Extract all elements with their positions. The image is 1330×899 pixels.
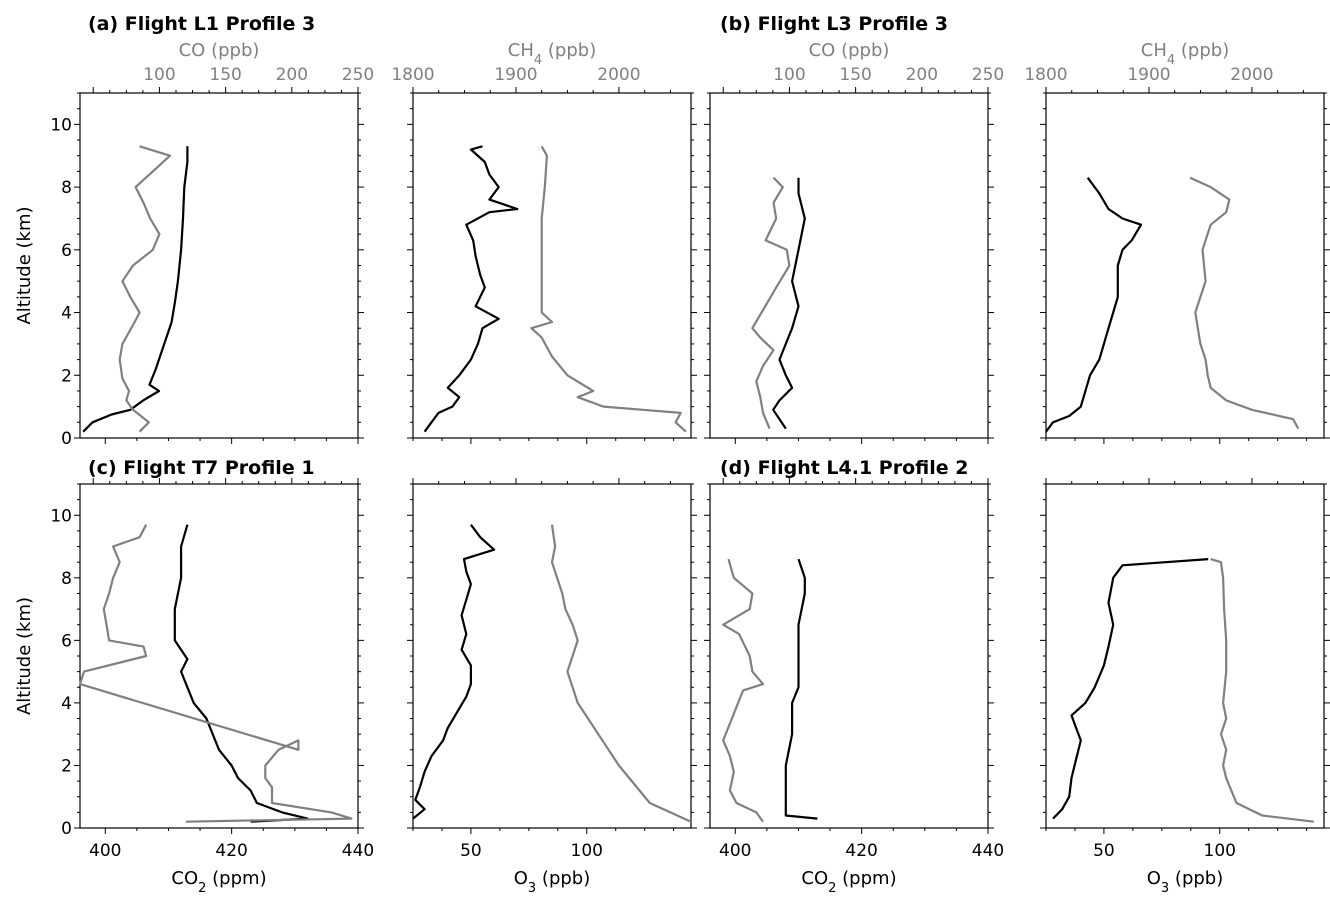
- x-top-tick-label-a-0-200: 200: [276, 65, 308, 85]
- x-top-tick-label-a-1-1800: 1800: [391, 65, 434, 85]
- y-tick-label-a-10: 10: [50, 115, 72, 135]
- x-axis-label-d-0: CO2 (ppm): [801, 868, 896, 895]
- x-axis-label-c-1: O3 (ppb): [514, 868, 591, 895]
- series-line-b-0-gray: [751, 176, 791, 430]
- series-line-b-1-gray: [1189, 176, 1300, 430]
- plot-frame-d-1: [1045, 483, 1325, 829]
- x-tick-label-c-1-50: 50: [460, 841, 482, 861]
- series-line-b-1-black: [1045, 177, 1143, 433]
- series-line-d-1-black: [1052, 558, 1209, 820]
- series-line-d-0-black: [784, 558, 818, 820]
- y-tick-label-c-2: 2: [61, 756, 72, 776]
- x-tick-label-d-0-440: 440: [972, 841, 1004, 861]
- x-tick-label-d-1-50: 50: [1093, 841, 1115, 861]
- x-tick-label-d-0-420: 420: [845, 841, 877, 861]
- x-top-tick-label-a-0-150: 150: [209, 65, 241, 85]
- y-tick-label-a-6: 6: [61, 241, 72, 261]
- y-tick-label-c-10: 10: [50, 506, 72, 526]
- series-line-b-0-black: [772, 177, 806, 430]
- y-tick-label-c-4: 4: [61, 694, 72, 714]
- x-tick-label-c-1-100: 100: [571, 841, 603, 861]
- plot-frame-b-0: [709, 92, 989, 439]
- panel-title-a: (a) Flight L1 Profile 3: [88, 13, 315, 35]
- plot-frame-c-0: [79, 483, 359, 829]
- series-line-c-0-black: [173, 524, 309, 823]
- x-top-tick-label-b-0-150: 150: [839, 65, 871, 85]
- x-axis-label-c-0: CO2 (ppm): [171, 868, 266, 895]
- x-top-tick-label-b-1-2000: 2000: [1230, 65, 1273, 85]
- x-tick-label-d-0-400: 400: [719, 841, 751, 861]
- y-tick-label-a-4: 4: [61, 304, 72, 324]
- series-line-d-1-gray: [1210, 558, 1314, 823]
- x-top-tick-label-b-1-1900: 1900: [1127, 65, 1170, 85]
- x-tick-label-d-1-100: 100: [1204, 841, 1236, 861]
- y-tick-label-c-6: 6: [61, 631, 72, 651]
- panel-title-d: (d) Flight L4.1 Profile 2: [720, 457, 968, 479]
- x-top-tick-label-b-0-250: 250: [972, 65, 1004, 85]
- y-axis-label-c: Altitude (km): [14, 597, 35, 715]
- series-line-a-0-gray: [118, 145, 172, 433]
- x-top-axis-label-a-0: CO (ppb): [179, 40, 260, 61]
- y-tick-label-c-0: 0: [61, 819, 72, 839]
- x-axis-label-d-1: O3 (ppb): [1147, 868, 1224, 895]
- x-top-tick-label-a-1-2000: 2000: [597, 65, 640, 85]
- y-tick-label-c-8: 8: [61, 569, 72, 589]
- x-top-axis-label-b-0: CO (ppb): [809, 40, 890, 61]
- plot-frame-c-1: [412, 483, 692, 829]
- x-top-axis-label-b-1: CH4 (ppb): [1141, 40, 1229, 68]
- series-line-c-1-black: [412, 524, 496, 820]
- plot-frame-d-0: [709, 483, 989, 829]
- series-line-c-1-gray: [550, 524, 692, 823]
- series-line-d-0-gray: [722, 558, 765, 823]
- x-top-tick-label-a-1-1900: 1900: [494, 65, 537, 85]
- x-tick-label-c-0-400: 400: [89, 841, 121, 861]
- series-line-a-1-black: [423, 145, 519, 433]
- x-top-axis-label-a-1: CH4 (ppb): [508, 40, 596, 68]
- x-top-tick-label-b-0-200: 200: [906, 65, 938, 85]
- series-line-c-0-gray: [78, 524, 353, 823]
- y-axis-label-a: Altitude (km): [14, 206, 35, 324]
- y-tick-label-a-2: 2: [61, 366, 72, 386]
- x-tick-label-c-0-420: 420: [215, 841, 247, 861]
- x-top-tick-label-b-0-100: 100: [773, 65, 805, 85]
- y-tick-label-a-8: 8: [61, 178, 72, 198]
- x-tick-label-c-0-440: 440: [342, 841, 374, 861]
- series-line-a-1-gray: [530, 145, 687, 433]
- panel-title-c: (c) Flight T7 Profile 1: [88, 457, 315, 479]
- x-top-tick-label-a-0-250: 250: [342, 65, 374, 85]
- panel-title-b: (b) Flight L3 Profile 3: [720, 13, 948, 35]
- x-top-tick-label-b-1-1800: 1800: [1024, 65, 1067, 85]
- plot-frame-a-1: [412, 92, 692, 439]
- x-top-tick-label-a-0-100: 100: [143, 65, 175, 85]
- y-tick-label-a-0: 0: [61, 429, 72, 449]
- series-line-a-0-black: [82, 146, 189, 433]
- plot-frame-a-0: [79, 92, 359, 439]
